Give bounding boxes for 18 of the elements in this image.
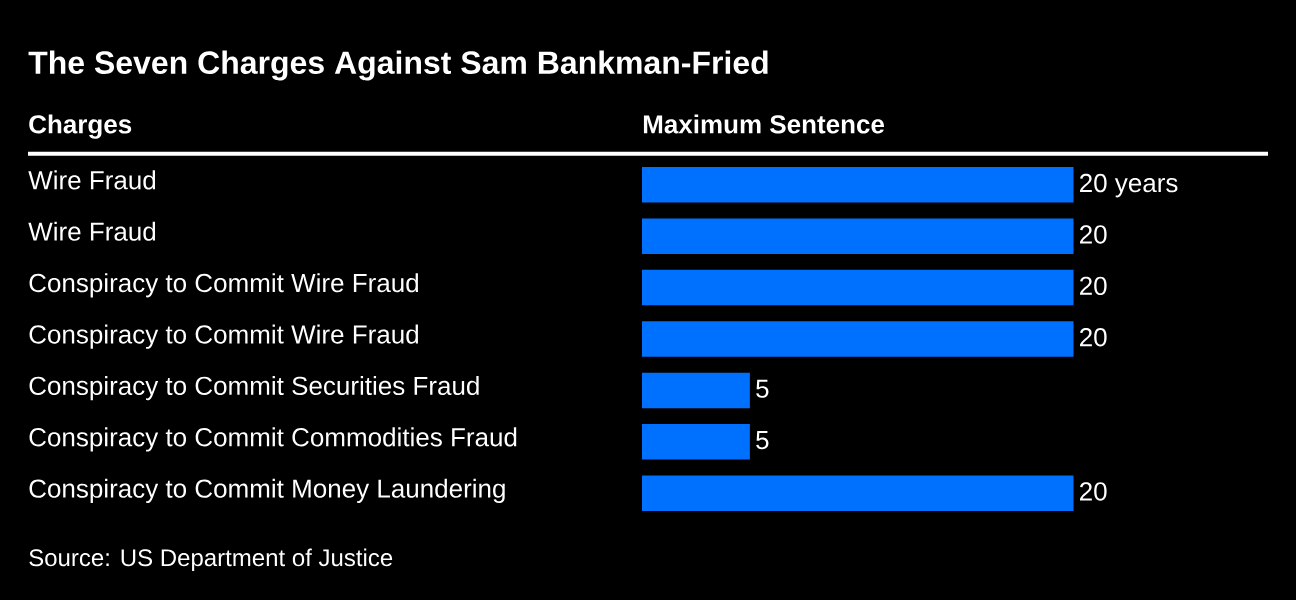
y-tick-label: Wire Fraud bbox=[28, 221, 156, 241]
x-axis-title: Maximum Sentence bbox=[643, 114, 885, 134]
data-label: 20 bbox=[1080, 482, 1107, 501]
y-tick-label: Conspiracy to Commit Money Laundering bbox=[29, 478, 505, 503]
chart-title: The Seven Charges Against Sam Bankman-Fried bbox=[28, 50, 768, 81]
data-label: 5 bbox=[756, 431, 769, 450]
data-label: 20 years bbox=[1080, 173, 1178, 198]
y-tick-label: Conspiracy to Commit Commodities Fraud bbox=[29, 427, 517, 452]
y-axis-title: Charges bbox=[29, 114, 132, 139]
data-label: 20 bbox=[1080, 276, 1107, 296]
y-tick-label: Wire Fraud bbox=[28, 170, 156, 190]
source-note: Source: US Department of Justice bbox=[29, 548, 393, 571]
y-tick-label: Conspiracy to Commit Securities Fraud bbox=[29, 375, 479, 401]
data-label: 5 bbox=[756, 379, 769, 398]
y-tick-label: Conspiracy to Commit Wire Fraud bbox=[29, 273, 418, 298]
data-label: 20 bbox=[1080, 225, 1107, 244]
data-label: 20 bbox=[1080, 328, 1107, 347]
y-tick-label: Conspiracy to Commit Wire Fraud bbox=[29, 324, 418, 349]
